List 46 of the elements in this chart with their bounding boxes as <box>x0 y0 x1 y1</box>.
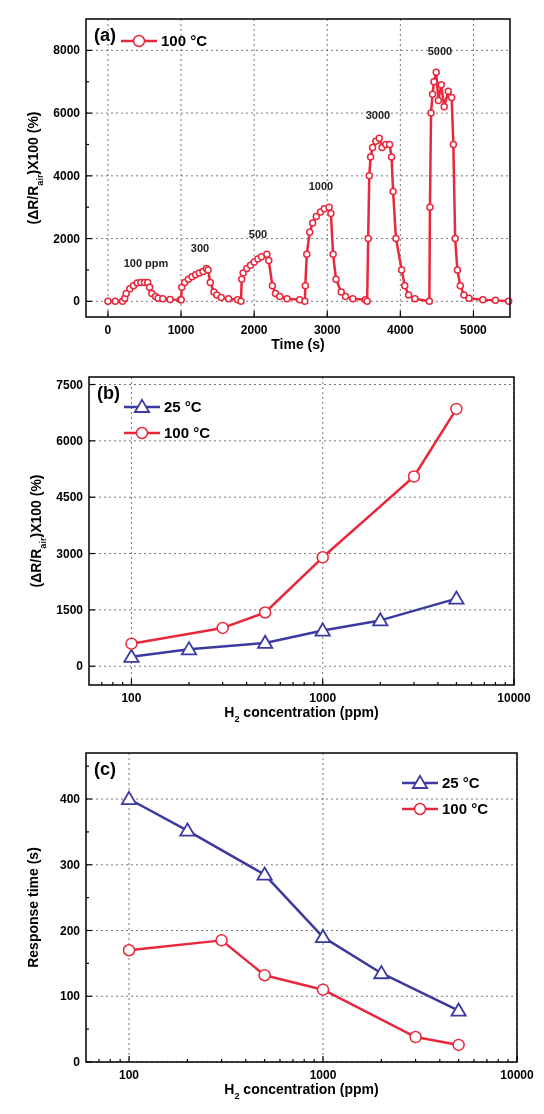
legend-label: 25 °C <box>442 774 480 791</box>
x-tick-label: 100 <box>121 691 142 705</box>
y-tick-label: 6000 <box>53 106 81 121</box>
y-tick-label: 0 <box>76 659 84 674</box>
x-axis-title: H$_{2}$ concentration (ppm) <box>224 704 379 724</box>
annotation: (a) <box>94 25 116 45</box>
annotation: 300 <box>190 242 210 254</box>
legend-label: 100 °C <box>442 800 489 817</box>
y-tick-label: 200 <box>59 923 81 938</box>
legend-label: 100 °C <box>164 424 211 441</box>
annotation: 500 <box>248 228 268 240</box>
y-tick-label: 300 <box>59 857 81 872</box>
annotation: 3000 <box>365 109 391 121</box>
annotation: 5000 <box>427 45 453 57</box>
y-tick-label: 2000 <box>53 231 81 246</box>
x-tick-label: 4000 <box>386 323 415 337</box>
y-tick-label: 100 <box>59 989 81 1004</box>
x-tick-label: 1000 <box>167 323 195 337</box>
y-tick-label: 4000 <box>53 168 81 183</box>
x-tick-label: 10000 <box>497 691 532 705</box>
y-tick-label: 6000 <box>56 433 84 448</box>
y-tick-label: 400 <box>59 792 81 807</box>
legend-label: 100 °C <box>161 32 208 49</box>
x-tick-label: 3000 <box>313 323 341 337</box>
y-tick-label: 0 <box>73 1055 81 1069</box>
x-tick-label: 100 <box>119 1068 140 1082</box>
y-axis-title: Response time (s) <box>25 847 41 968</box>
y-tick-label: 0 <box>73 294 81 309</box>
annotation: (b) <box>97 383 120 403</box>
annotation: 1000 <box>308 180 334 192</box>
y-tick-label: 1500 <box>56 602 84 617</box>
annotation: 100 ppm <box>123 257 169 269</box>
x-tick-label: 10000 <box>500 1068 535 1082</box>
x-axis-title: Time (s) <box>271 336 325 352</box>
legend-label: 25 °C <box>164 398 202 415</box>
x-tick-label: 1000 <box>309 1068 337 1082</box>
y-tick-label: 4500 <box>56 490 84 505</box>
y-tick-label: 3000 <box>56 546 84 561</box>
y-tick-label: 7500 <box>56 377 84 392</box>
x-tick-label: 1000 <box>309 691 337 705</box>
y-tick-label: 8000 <box>53 43 81 58</box>
x-tick-label: 2000 <box>240 323 268 337</box>
x-tick-label: 0 <box>104 323 112 337</box>
annotation: (c) <box>94 759 116 779</box>
x-axis-title: H$_{2}$ concentration (ppm) <box>224 1081 379 1101</box>
x-tick-label: 5000 <box>460 323 488 337</box>
